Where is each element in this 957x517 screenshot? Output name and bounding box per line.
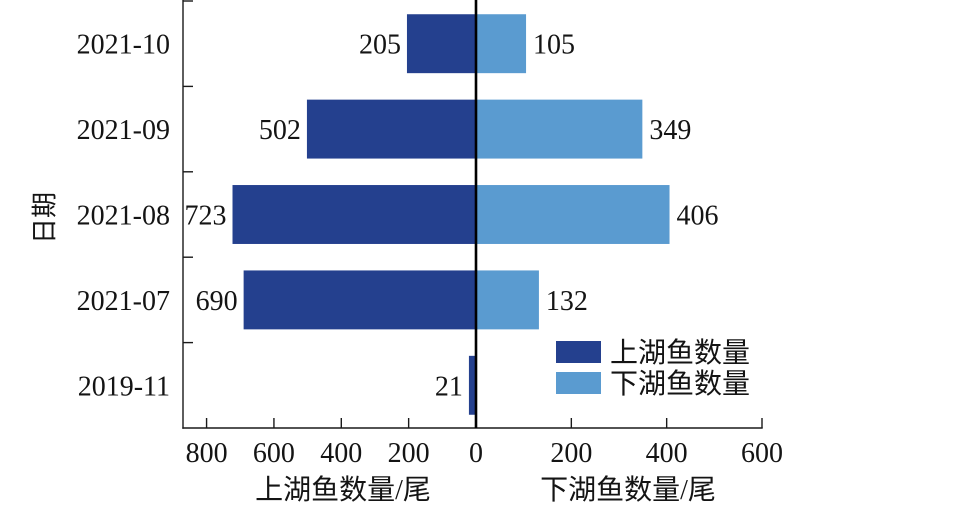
x-tick-labels: 800 600 400 200 0 200 400 600: [186, 438, 783, 469]
value-label-up-lake-2019-11: 21: [435, 371, 463, 402]
category-label-2019-11: 2019-11: [78, 371, 170, 402]
bar-up-lake-2021-10: [406, 14, 476, 74]
x-axis-title-left: 上湖鱼数量/尾: [255, 474, 431, 506]
bar-up-lake-2021-08: [232, 185, 476, 244]
category-label-2021-08: 2021-08: [77, 201, 170, 232]
legend-label-up-lake: 上湖鱼数量: [610, 337, 750, 369]
x-tick-label-left-400: 400: [320, 438, 362, 469]
x-tick-label-right-600: 600: [741, 438, 783, 469]
category-label-2021-10: 2021-10: [77, 30, 170, 61]
value-label-up-lake-2021-10: 205: [359, 30, 401, 61]
value-label-down-lake-2021-09: 349: [649, 115, 691, 146]
value-label-up-lake-2021-07: 690: [196, 286, 238, 317]
bar-down-lake-2021-10: [476, 14, 527, 74]
category-label-2021-09: 2021-09: [77, 115, 170, 146]
x-tick-label-right-200: 200: [550, 438, 592, 469]
value-label-down-lake-2021-08: 406: [677, 201, 719, 232]
x-tick-label-left-0: 0: [469, 438, 483, 469]
legend-label-down-lake: 下湖鱼数量: [610, 368, 750, 400]
value-label-up-lake-2021-09: 502: [259, 115, 301, 146]
value-label-up-lake-2021-08: 723: [185, 201, 227, 232]
bar-down-lake-2021-08: [476, 185, 670, 244]
bar-up-lake-2019-11: [468, 355, 476, 415]
bars-layer: [232, 14, 670, 415]
x-axis-title-right: 下湖鱼数量/尾: [540, 474, 716, 506]
bar-up-lake-2021-07: [243, 270, 476, 330]
legend-swatch-down-lake: [556, 372, 601, 394]
y-axis-title: 日期: [31, 192, 60, 244]
category-labels: 2021-10 2021-09 2021-08 2021-07 2019-11: [77, 30, 170, 403]
bar-down-lake-2021-07: [476, 270, 539, 330]
bar-down-lake-2021-09: [476, 99, 643, 159]
value-label-down-lake-2021-10: 105: [533, 30, 575, 61]
value-label-down-lake-2021-07: 132: [546, 286, 588, 317]
x-tick-label-left-200: 200: [388, 438, 430, 469]
legend-swatch-up-lake: [556, 341, 601, 363]
x-tick-label-left-600: 600: [253, 438, 295, 469]
bar-up-lake-2021-09: [306, 99, 476, 159]
ticks-layer: [183, 0, 763, 428]
value-labels: 205 502 723 690 21 105 349 406 132: [185, 30, 719, 403]
category-label-2021-07: 2021-07: [77, 286, 170, 317]
legend: 上湖鱼数量 下湖鱼数量: [556, 337, 750, 400]
x-tick-label-left-800: 800: [186, 438, 228, 469]
x-tick-label-right-400: 400: [646, 438, 688, 469]
